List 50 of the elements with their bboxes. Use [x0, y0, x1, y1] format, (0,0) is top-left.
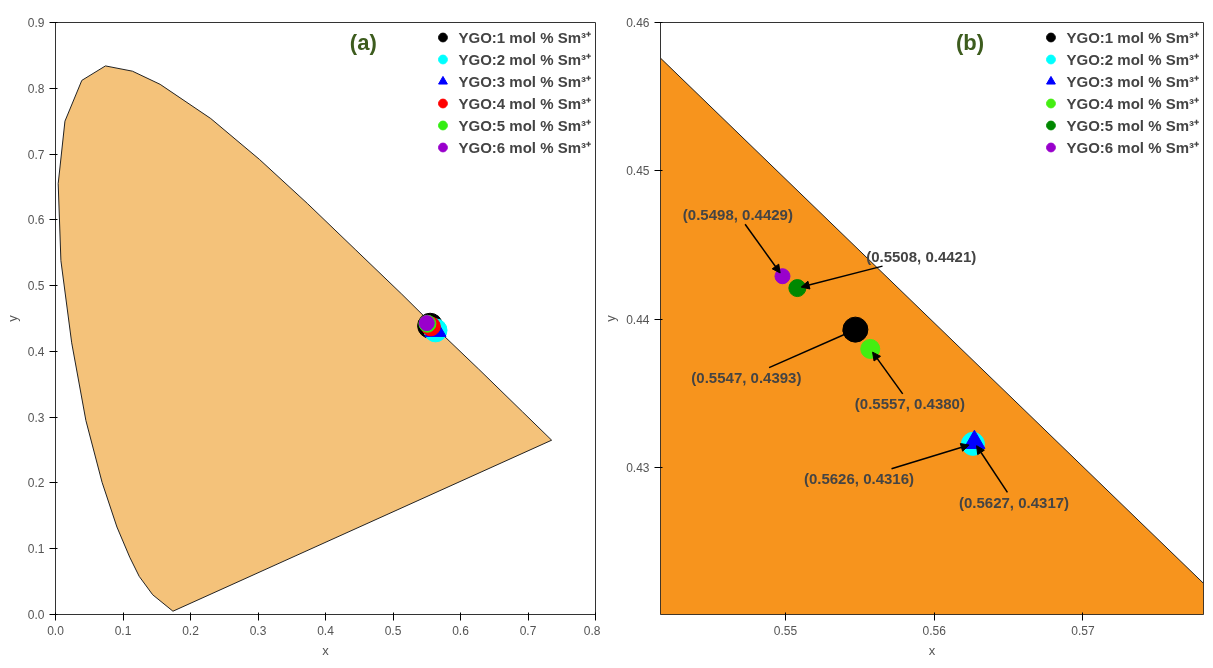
x-tick-label: 0.7	[519, 623, 537, 638]
x-axis-title: x	[322, 642, 330, 658]
chart-title: (a)	[349, 30, 377, 56]
y-tick-label: 0.45	[626, 164, 650, 179]
annotation: (0.5508, 0.4421)	[866, 247, 977, 265]
legend-label: YGO:3 mol % Sm³⁺	[1066, 72, 1199, 91]
legend-label: YGO:5 mol % Sm³⁺	[1066, 116, 1199, 135]
x-tick-label: 0.1	[114, 623, 132, 638]
annotation: (0.5547, 0.4393)	[691, 369, 802, 387]
chart-title: (b)	[955, 30, 985, 56]
legend-label: YGO:2 mol % Sm³⁺	[458, 50, 591, 69]
x-tick-label: 0.0	[47, 623, 65, 638]
legend-label: YGO:1 mol % Sm³⁺	[458, 28, 591, 47]
legend-label: YGO:1 mol % Sm³⁺	[1066, 28, 1199, 47]
y-tick-label: 0.46	[626, 16, 650, 30]
y-tick-label: 0.0	[27, 608, 45, 622]
x-tick-label: 0.6	[452, 623, 470, 638]
x-tick-label: 0.57	[1071, 623, 1095, 638]
legend-label: YGO:6 mol % Sm³⁺	[1066, 138, 1199, 157]
legend-label: YGO:4 mol % Sm³⁺	[458, 94, 591, 113]
y-tick-label: 0.2	[27, 476, 45, 491]
y-axis-title: y	[4, 314, 20, 322]
y-tick-label: 0.9	[27, 16, 45, 30]
y-axis-title: y	[603, 314, 619, 322]
annotation: (0.5627, 0.4317)	[958, 493, 1070, 511]
y-tick-label: 0.5	[27, 279, 45, 294]
x-tick-label: 0.2	[182, 623, 200, 638]
y-tick-label: 0.3	[27, 410, 45, 425]
y-tick-label: 0.1	[27, 542, 45, 557]
legend-label: YGO:5 mol % Sm³⁺	[458, 116, 591, 135]
annotation: (0.5498, 0.4429)	[682, 205, 793, 223]
x-tick-label: 0.56	[922, 623, 947, 638]
x-tick-label: 0.5	[384, 623, 402, 638]
y-tick-label: 0.6	[27, 213, 45, 228]
annotation: (0.5557, 0.4380)	[854, 395, 965, 413]
y-tick-label: 0.4	[27, 344, 45, 359]
legend-label: YGO:3 mol % Sm³⁺	[458, 72, 591, 91]
y-tick-label: 0.7	[27, 147, 45, 162]
legend-label: YGO:2 mol % Sm³⁺	[1066, 50, 1199, 69]
y-tick-label: 0.44	[626, 312, 650, 327]
x-tick-label: 0.3	[249, 623, 267, 638]
x-axis-title: x	[928, 642, 936, 658]
legend-label: YGO:6 mol % Sm³⁺	[458, 138, 591, 157]
x-tick-label: 0.4	[317, 623, 335, 638]
y-tick-label: 0.43	[626, 461, 650, 476]
x-tick-label: 0.55	[773, 623, 798, 638]
x-tick-label: 0.8	[583, 623, 601, 638]
legend-label: YGO:4 mol % Sm³⁺	[1066, 94, 1199, 113]
annotation: (0.5626, 0.4316)	[803, 470, 915, 488]
y-tick-label: 0.8	[27, 81, 45, 96]
